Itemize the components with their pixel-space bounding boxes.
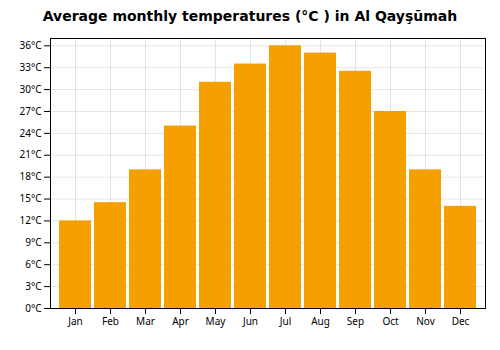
- svg-text:Aug: Aug: [311, 314, 330, 328]
- svg-text:33°C: 33°C: [19, 60, 42, 74]
- svg-text:Jan: Jan: [67, 314, 83, 328]
- svg-text:9°C: 9°C: [25, 235, 42, 249]
- svg-text:24°C: 24°C: [19, 126, 42, 140]
- svg-text:6°C: 6°C: [25, 257, 42, 271]
- svg-text:21°C: 21°C: [19, 147, 42, 161]
- svg-text:May: May: [206, 314, 227, 328]
- svg-text:0°C: 0°C: [25, 301, 42, 315]
- svg-text:Oct: Oct: [382, 314, 399, 328]
- html-text:Average monthly temperatures (: Average monthly temperatures (°C ) in Al…: [42, 8, 458, 24]
- svg-text:Jun: Jun: [242, 314, 258, 328]
- svg-text:Feb: Feb: [102, 314, 119, 328]
- svg-text:27°C: 27°C: [19, 104, 42, 118]
- svg-text:12°C: 12°C: [19, 213, 42, 227]
- svg-text:Nov: Nov: [416, 314, 435, 328]
- svg-text:Sep: Sep: [347, 314, 364, 328]
- svg-text:Mar: Mar: [136, 314, 155, 328]
- svg-text:18°C: 18°C: [19, 169, 42, 183]
- svg-text:30°C: 30°C: [19, 82, 42, 96]
- svg-text:Apr: Apr: [172, 314, 189, 328]
- svg-text:Jul: Jul: [279, 314, 292, 328]
- svg-text:Dec: Dec: [452, 314, 470, 328]
- svg-text:3°C: 3°C: [25, 279, 42, 293]
- svg-text:36°C: 36°C: [19, 38, 42, 52]
- svg-text:15°C: 15°C: [19, 191, 42, 205]
